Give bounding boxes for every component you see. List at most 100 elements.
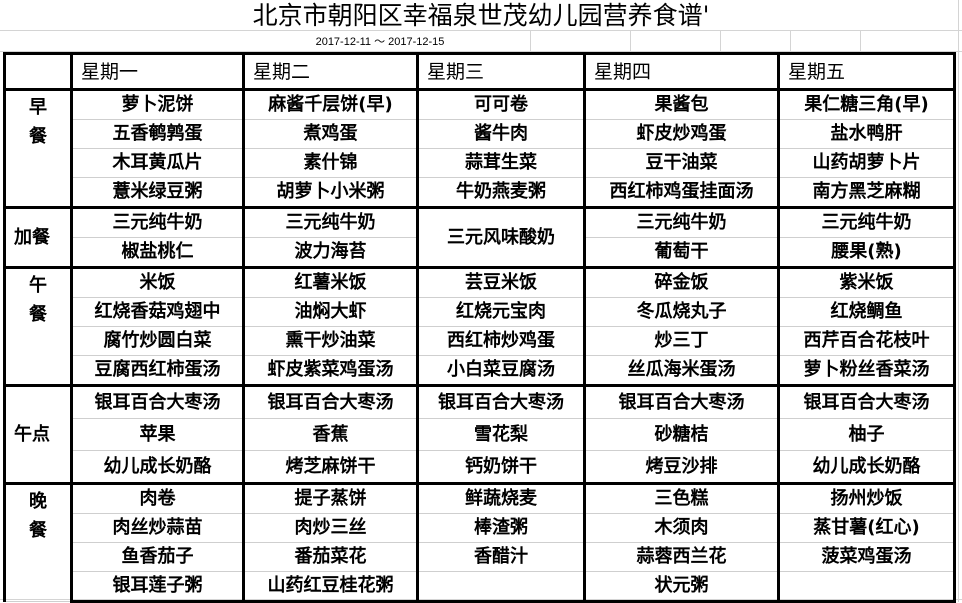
menu-cell[interactable] xyxy=(777,571,956,603)
menu-cell[interactable]: 红薯米饭 xyxy=(242,266,419,298)
menu-cell[interactable]: 幼儿成长奶酪 xyxy=(70,450,245,484)
menu-cell[interactable]: 素什锦 xyxy=(242,148,419,178)
menu-cell[interactable]: 鱼香茄子 xyxy=(70,542,245,572)
menu-cell[interactable]: 银耳莲子粥 xyxy=(70,571,245,603)
day-header[interactable]: 星期四 xyxy=(583,52,780,91)
menu-cell[interactable]: 酱牛肉 xyxy=(416,119,586,149)
menu-cell[interactable]: 柚子 xyxy=(777,418,956,451)
menu-cell[interactable]: 豆干油菜 xyxy=(583,148,780,178)
menu-cell[interactable]: 银耳百合大枣汤 xyxy=(777,384,956,419)
menu-cell[interactable]: 萝卜粉丝香菜汤 xyxy=(777,355,956,386)
meal-label[interactable]: 晚餐 xyxy=(3,482,73,602)
menu-cell[interactable]: 芸豆米饭 xyxy=(416,266,586,298)
menu-cell[interactable]: 果仁糖三角(早) xyxy=(777,88,956,120)
menu-cell[interactable]: 煮鸡蛋 xyxy=(242,119,419,149)
menu-cell[interactable]: 丝瓜海米蛋汤 xyxy=(583,355,780,386)
menu-cell[interactable]: 南方黑芝麻糊 xyxy=(777,177,956,208)
menu-cell[interactable]: 牛奶燕麦粥 xyxy=(416,177,586,208)
menu-cell[interactable]: 豆腐西红柿蛋汤 xyxy=(70,355,245,386)
menu-cell[interactable]: 西红柿炒鸡蛋 xyxy=(416,326,586,356)
menu-cell[interactable]: 雪花梨 xyxy=(416,418,586,451)
menu-cell[interactable]: 银耳百合大枣汤 xyxy=(416,384,586,419)
meal-label[interactable]: 午点 xyxy=(3,384,73,484)
menu-cell[interactable]: 葡萄干 xyxy=(583,237,780,268)
menu-cell[interactable]: 幼儿成长奶酪 xyxy=(777,450,956,484)
menu-cell[interactable]: 菠菜鸡蛋汤 xyxy=(777,542,956,572)
menu-cell[interactable]: 蒜蓉西兰花 xyxy=(583,542,780,572)
menu-cell[interactable]: 状元粥 xyxy=(583,571,780,603)
menu-cell[interactable]: 虾皮紫菜鸡蛋汤 xyxy=(242,355,419,386)
menu-cell[interactable]: 紫米饭 xyxy=(777,266,956,298)
menu-cell[interactable]: 红烧鲷鱼 xyxy=(777,297,956,327)
menu-cell[interactable]: 三元纯牛奶 xyxy=(777,206,956,238)
meal-label-text: 早 xyxy=(29,97,47,118)
menu-cell[interactable]: 山药胡萝卜片 xyxy=(777,148,956,178)
menu-cell[interactable]: 胡萝卜小米粥 xyxy=(242,177,419,208)
menu-cell[interactable]: 肉炒三丝 xyxy=(242,513,419,543)
menu-cell[interactable]: 西芹百合花枝叶 xyxy=(777,326,956,356)
menu-cell[interactable]: 提子蒸饼 xyxy=(242,482,419,514)
menu-cell[interactable]: 香醋汁 xyxy=(416,542,586,572)
menu-cell[interactable]: 银耳百合大枣汤 xyxy=(242,384,419,419)
meal-label-text: 餐 xyxy=(29,304,47,325)
menu-cell[interactable]: 烤豆沙排 xyxy=(583,450,780,484)
day-header[interactable]: 星期五 xyxy=(777,52,956,91)
menu-cell[interactable]: 肉卷 xyxy=(70,482,245,514)
corner-cell[interactable] xyxy=(3,52,73,91)
menu-cell[interactable]: 扬州炒饭 xyxy=(777,482,956,514)
day-header[interactable]: 星期二 xyxy=(242,52,419,91)
menu-cell[interactable]: 三元纯牛奶 xyxy=(70,206,245,238)
menu-cell[interactable]: 萝卜泥饼 xyxy=(70,88,245,120)
menu-cell[interactable]: 烤芝麻饼干 xyxy=(242,450,419,484)
menu-cell[interactable]: 三元纯牛奶 xyxy=(242,206,419,238)
menu-cell[interactable]: 麻酱千层饼(早) xyxy=(242,88,419,120)
day-header[interactable]: 星期一 xyxy=(70,52,245,91)
menu-cell[interactable]: 棒渣粥 xyxy=(416,513,586,543)
menu-cell[interactable]: 可可卷 xyxy=(416,88,586,120)
menu-cell[interactable]: 熏干炒油菜 xyxy=(242,326,419,356)
meal-label[interactable]: 早餐 xyxy=(3,88,73,208)
menu-cell[interactable]: 蒸甘薯(红心) xyxy=(777,513,956,543)
menu-cell[interactable]: 盐水鸭肝 xyxy=(777,119,956,149)
menu-cell[interactable]: 薏米绿豆粥 xyxy=(70,177,245,208)
menu-cell[interactable]: 红烧元宝肉 xyxy=(416,297,586,327)
menu-cell[interactable]: 银耳百合大枣汤 xyxy=(583,384,780,419)
meal-label[interactable]: 加餐 xyxy=(3,206,73,268)
menu-cell[interactable]: 红烧香菇鸡翅中 xyxy=(70,297,245,327)
gridline xyxy=(0,30,962,31)
menu-cell[interactable]: 木须肉 xyxy=(583,513,780,543)
menu-cell[interactable]: 波力海苔 xyxy=(242,237,419,268)
menu-cell[interactable]: 三元风味酸奶 xyxy=(416,206,586,268)
menu-cell[interactable]: 虾皮炒鸡蛋 xyxy=(583,119,780,149)
menu-cell[interactable]: 腰果(熟) xyxy=(777,237,956,268)
menu-cell[interactable]: 钙奶饼干 xyxy=(416,450,586,484)
menu-cell[interactable]: 炒三丁 xyxy=(583,326,780,356)
menu-cell[interactable]: 银耳百合大枣汤 xyxy=(70,384,245,419)
menu-cell[interactable]: 香蕉 xyxy=(242,418,419,451)
day-header[interactable]: 星期三 xyxy=(416,52,586,91)
menu-cell[interactable]: 蒜茸生菜 xyxy=(416,148,586,178)
menu-cell[interactable]: 腐竹炒圆白菜 xyxy=(70,326,245,356)
menu-cell[interactable]: 山药红豆桂花粥 xyxy=(242,571,419,603)
menu-cell[interactable]: 冬瓜烧丸子 xyxy=(583,297,780,327)
menu-cell[interactable]: 肉丝炒蒜苗 xyxy=(70,513,245,543)
menu-cell[interactable]: 五香鹌鹑蛋 xyxy=(70,119,245,149)
menu-cell[interactable]: 三元纯牛奶 xyxy=(583,206,780,238)
menu-cell[interactable]: 三色糕 xyxy=(583,482,780,514)
menu-cell[interactable]: 砂糖桔 xyxy=(583,418,780,451)
menu-cell[interactable]: 鲜蔬烧麦 xyxy=(416,482,586,514)
menu-cell[interactable]: 米饭 xyxy=(70,266,245,298)
menu-cell[interactable]: 苹果 xyxy=(70,418,245,451)
menu-cell[interactable]: 果酱包 xyxy=(583,88,780,120)
menu-cell[interactable]: 油焖大虾 xyxy=(242,297,419,327)
meal-label[interactable]: 午餐 xyxy=(3,266,73,386)
menu-cell[interactable]: 椒盐桃仁 xyxy=(70,237,245,268)
menu-cell[interactable] xyxy=(416,571,586,603)
meal-label-text: 餐 xyxy=(29,520,47,541)
menu-cell[interactable]: 碎金饭 xyxy=(583,266,780,298)
menu-cell[interactable]: 小白菜豆腐汤 xyxy=(416,355,586,386)
menu-cell[interactable]: 木耳黄瓜片 xyxy=(70,148,245,178)
menu-cell[interactable]: 西红柿鸡蛋挂面汤 xyxy=(583,177,780,208)
menu-table: 星期一 星期二 星期三 星期四 星期五早餐萝卜泥饼 麻酱千层饼(早) 可可卷 果酱包 果仁糖三角… xyxy=(3,52,956,603)
menu-cell[interactable]: 番茄菜花 xyxy=(242,542,419,572)
